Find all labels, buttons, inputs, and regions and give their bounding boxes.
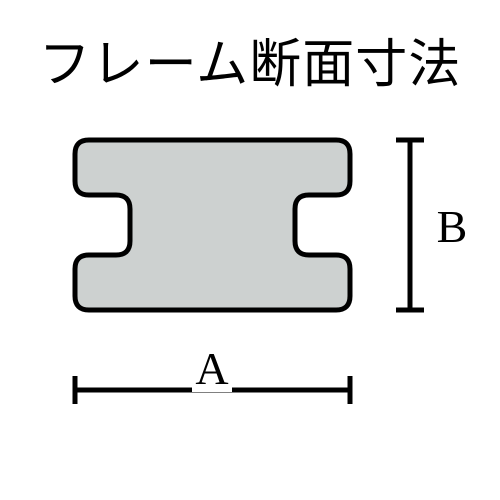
diagram-canvas: フレーム断面寸法 A A B [0, 0, 500, 500]
dimension-a-label-text: A [195, 343, 228, 394]
dimension-b-label: B [437, 201, 468, 252]
frame-cross-section-shape [75, 140, 350, 310]
dimension-b [396, 140, 424, 310]
cross-section-diagram: A A B [0, 0, 500, 500]
